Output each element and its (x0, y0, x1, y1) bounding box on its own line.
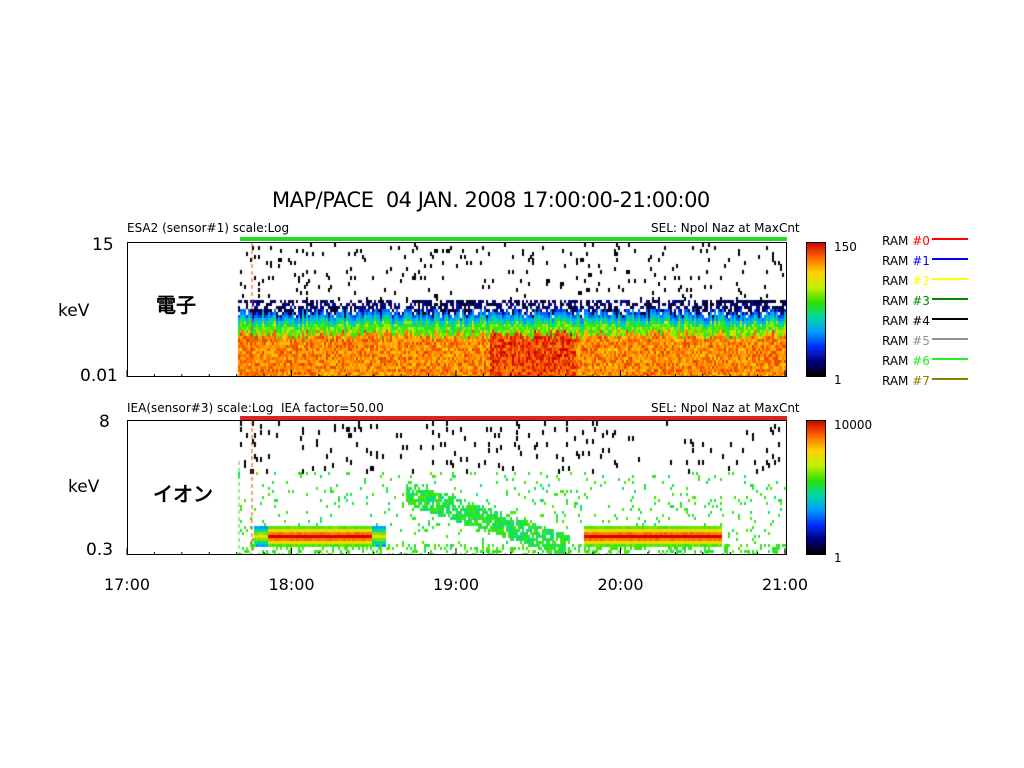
legend-prefix: RAM (882, 294, 913, 308)
panel1-colorbar-min: 1 (834, 373, 842, 387)
panel2-y-unit: keV (68, 477, 100, 497)
panel1-header-right: SEL: Npol Naz at MaxCnt (651, 221, 800, 235)
x-tick-label: 19:00 (432, 575, 480, 594)
panel1-colorbar (806, 242, 826, 377)
legend-line (932, 258, 968, 260)
legend-line (932, 278, 968, 280)
x-tick-label: 18:00 (268, 575, 315, 594)
legend-item-ram-4: RAM #4 (882, 314, 968, 334)
legend-item-ram-1: RAM #1 (882, 254, 968, 274)
panel1-colorbar-max: 150 (834, 240, 857, 254)
ion-label: イオン (153, 482, 213, 506)
panel1-status-bar (240, 237, 787, 241)
legend-prefix: RAM (882, 354, 913, 368)
panel2-y-top: 8 (99, 412, 110, 432)
panel2-colorbar (806, 420, 826, 555)
legend-item-ram-3: RAM #3 (882, 294, 968, 314)
ram-legend: RAM #0 RAM #1 RAM #2 RAM #3 RAM #4 RAM #5 RAM … (882, 234, 968, 394)
legend-id: #5 (912, 334, 930, 348)
legend-line (932, 238, 968, 240)
panel1-y-top: 15 (92, 235, 114, 255)
legend-item-ram-5: RAM #5 (882, 334, 968, 354)
electron-spectrogram: 電子 (127, 242, 787, 377)
legend-item-ram-7: RAM #7 (882, 374, 968, 394)
legend-id: #2 (912, 274, 930, 288)
legend-line (932, 358, 968, 360)
legend-prefix: RAM (882, 334, 913, 348)
legend-prefix: RAM (882, 274, 913, 288)
panel2-status-bar (240, 416, 787, 420)
legend-id: #6 (912, 354, 930, 368)
panel2-y-bottom: 0.3 (86, 540, 114, 560)
panel2-header-right: SEL: Npol Naz at MaxCnt (651, 401, 800, 415)
legend-line (932, 338, 968, 340)
legend-item-ram-6: RAM #6 (882, 354, 968, 374)
legend-line (932, 298, 968, 300)
legend-item-ram-0: RAM #0 (882, 234, 968, 254)
legend-line (932, 318, 968, 320)
panel2-colorbar-min: 1 (834, 551, 842, 565)
electron-label: 電子 (156, 293, 196, 317)
x-tick-label: 17:00 (103, 575, 151, 594)
legend-id: #7 (912, 374, 930, 388)
legend-line (932, 378, 968, 380)
panel2-colorbar-max: 10000 (834, 418, 873, 432)
legend-prefix: RAM (882, 254, 913, 268)
panel2-header-left: IEA(sensor#3) scale:Log IEA factor=50.00 (127, 401, 384, 415)
legend-item-ram-2: RAM #2 (882, 274, 968, 294)
legend-id: #1 (912, 254, 930, 268)
legend-id: #4 (912, 314, 930, 328)
legend-prefix: RAM (882, 234, 913, 248)
legend-id: #3 (912, 294, 930, 308)
ion-spectrogram: イオン (127, 420, 787, 555)
x-tick-label: 20:00 (597, 575, 644, 594)
panel1-y-unit: keV (58, 301, 90, 321)
legend-prefix: RAM (882, 374, 913, 388)
x-tick-label: 21:00 (761, 575, 809, 594)
panel1-header-left: ESA2 (sensor#1) scale:Log (127, 221, 290, 235)
legend-prefix: RAM (882, 314, 913, 328)
panel1-y-bottom: 0.01 (80, 366, 118, 386)
legend-id: #0 (912, 234, 930, 248)
chart-title: MAP/PACE 04 JAN. 2008 17:00:00-21:00:00 (272, 188, 710, 212)
